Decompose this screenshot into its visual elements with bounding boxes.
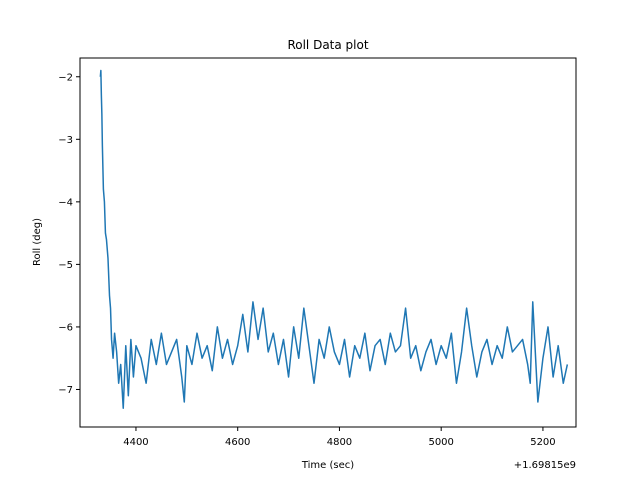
y-axis: −2 −3 −4 −5 −6 −7 (58, 72, 80, 396)
plot-frame (79, 57, 577, 428)
x-tick-label: 4400 (123, 437, 148, 448)
y-tick-label: −2 (58, 72, 73, 83)
y-tick-label: −3 (58, 135, 73, 146)
chart-title: Roll Data plot (287, 38, 368, 52)
y-tick-label: −6 (58, 322, 73, 333)
x-tick-label: 5000 (428, 437, 453, 448)
x-tick-label: 4800 (327, 437, 352, 448)
y-axis-label: Roll (deg) (32, 218, 43, 266)
x-axis: 4400 4600 4800 5000 5200 (123, 427, 556, 448)
x-axis-offset-label: +1.69815e9 (514, 460, 576, 471)
plot-area (99, 69, 569, 409)
x-tick-label: 5200 (530, 437, 555, 448)
y-tick-label: −4 (58, 197, 73, 208)
x-tick-label: 4600 (225, 437, 250, 448)
roll-series-line (99, 69, 569, 409)
y-tick-label: −7 (58, 385, 73, 396)
x-axis-label: Time (sec) (301, 460, 354, 471)
y-tick-label: −5 (58, 260, 73, 271)
